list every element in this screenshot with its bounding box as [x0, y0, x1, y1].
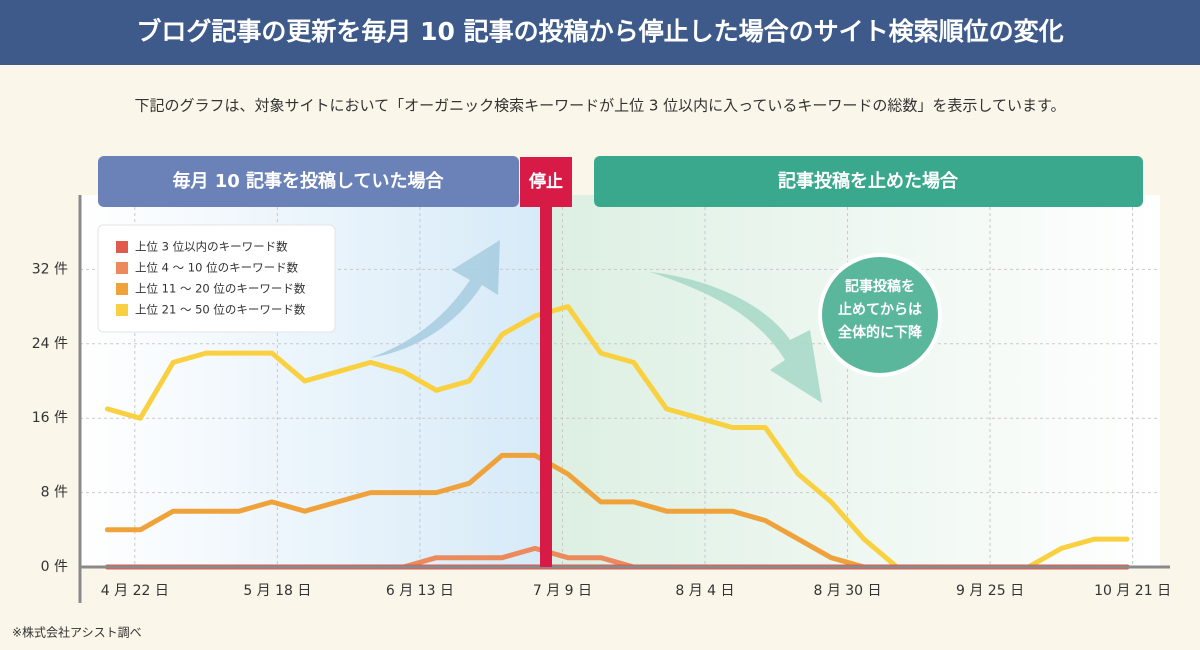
stop-label: 停止 — [528, 171, 563, 192]
phase-label: 記事投稿を止めた場合 — [778, 170, 959, 192]
subtitle: 下記のグラフは、対象サイトにおいて「オーガニック検索キーワードが上位 3 位以内… — [135, 97, 1066, 115]
fall-arrow — [650, 272, 822, 403]
chart-title: ブログ記事の更新を毎月 10 記事の投稿から停止した場合のサイト検索順位の変化 — [136, 17, 1063, 46]
legend-label: 上位 4 ～ 10 位のキーワード数 — [135, 261, 299, 275]
rise-arrow — [370, 240, 500, 358]
y-tick-label: 24 件 — [32, 336, 68, 352]
annotation: 止めてからは — [838, 301, 922, 318]
title-bar — [0, 0, 1200, 65]
annotation: 全体的に下降 — [838, 324, 923, 341]
legend-swatch — [116, 283, 128, 295]
phase-box — [594, 156, 1143, 207]
x-tick-label: 7 月 9 日 — [533, 583, 592, 599]
x-tick-label: 9 月 25 日 — [956, 583, 1024, 599]
legend-box — [97, 224, 336, 333]
legend-label: 上位 3 位以内のキーワード数 — [135, 240, 288, 254]
x-tick-label: 4 月 22 日 — [101, 583, 169, 599]
x-tick-label: 5 月 18 日 — [243, 583, 311, 599]
x-tick-label: 10 月 21 日 — [1094, 583, 1171, 599]
stop-box — [519, 157, 572, 207]
legend-label: 上位 11 ～ 20 位のキーワード数 — [135, 282, 306, 296]
x-tick-label: 8 月 4 日 — [675, 583, 734, 599]
phase-box — [98, 156, 519, 207]
y-tick-label: 32 件 — [32, 261, 68, 277]
y-tick-label: 0 件 — [41, 559, 68, 575]
source: ※株式会社アシスト調べ — [12, 625, 142, 640]
annotation-circle — [818, 253, 942, 377]
legend-swatch — [116, 304, 128, 316]
legend-swatch — [116, 262, 128, 274]
legend-swatch — [116, 241, 128, 253]
x-tick-label: 8 月 30 日 — [813, 583, 881, 599]
annotation: 記事投稿を — [845, 278, 915, 295]
stop-line — [539, 185, 552, 567]
x-tick-label: 6 月 13 日 — [386, 583, 454, 599]
phase-background — [545, 195, 1160, 567]
y-tick-label: 16 件 — [32, 410, 68, 426]
y-tick-label: 8 件 — [41, 485, 68, 501]
legend-label: 上位 21 ～ 50 位のキーワード数 — [135, 303, 306, 317]
phase-label: 毎月 10 記事を投稿していた場合 — [172, 170, 444, 192]
